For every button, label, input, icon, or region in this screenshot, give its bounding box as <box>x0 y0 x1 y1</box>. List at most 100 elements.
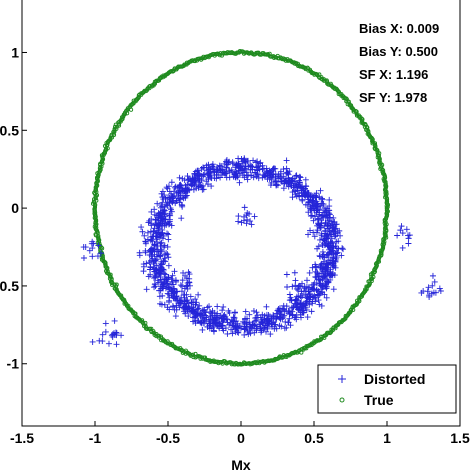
true-point <box>298 64 303 69</box>
distorted-point <box>235 324 242 331</box>
distorted-point <box>155 267 162 274</box>
distorted-point <box>332 250 339 257</box>
true-point <box>384 207 390 212</box>
distorted-point <box>90 240 97 247</box>
distorted-point <box>321 209 328 216</box>
distorted-point <box>165 262 172 269</box>
distorted-point <box>174 194 181 201</box>
distorted-point <box>209 161 216 168</box>
distorted-point <box>285 171 292 178</box>
distorted-point <box>150 233 157 240</box>
distorted-point <box>145 273 152 280</box>
distorted-point <box>211 309 218 316</box>
distorted-point <box>250 321 257 328</box>
distorted-point <box>273 181 280 188</box>
distorted-point <box>302 193 309 200</box>
distorted-point <box>147 263 154 270</box>
distorted-point <box>148 208 155 215</box>
distorted-point <box>159 292 166 299</box>
distorted-point <box>208 183 215 190</box>
distorted-point <box>304 314 311 321</box>
true-point <box>122 301 127 306</box>
distorted-point <box>155 215 162 222</box>
distorted-point <box>181 303 188 310</box>
distorted-point <box>331 233 338 240</box>
distorted-point <box>146 259 153 266</box>
distorted-point <box>184 279 191 286</box>
distorted-point <box>139 228 146 235</box>
distorted-point <box>229 318 236 325</box>
distorted-point <box>276 309 283 316</box>
distorted-point <box>316 301 323 308</box>
stat-annotation: SF X: 1.196 <box>359 67 428 82</box>
distorted-point <box>335 238 342 245</box>
distorted-point <box>97 250 104 257</box>
distorted-point <box>289 194 296 201</box>
true-point <box>140 318 145 323</box>
distorted-point <box>138 224 145 231</box>
true-point <box>110 282 115 287</box>
distorted-point <box>297 174 304 181</box>
distorted-point <box>235 155 242 162</box>
distorted-point <box>227 320 234 327</box>
distorted-point <box>288 180 295 187</box>
distorted-point <box>155 279 162 286</box>
distorted-point <box>161 192 168 199</box>
true-point <box>152 79 157 84</box>
distorted-point <box>267 331 274 338</box>
distorted-point <box>280 166 287 173</box>
distorted-point <box>289 283 296 290</box>
distorted-point <box>216 162 223 169</box>
distorted-point <box>171 268 178 275</box>
distorted-point <box>185 313 192 320</box>
true-point <box>341 96 346 101</box>
distorted-point <box>168 179 175 186</box>
distorted-point <box>235 218 242 225</box>
distorted-point <box>260 165 267 172</box>
distorted-point <box>249 166 256 173</box>
distorted-point <box>326 211 333 218</box>
distorted-point <box>240 162 247 169</box>
distorted-point <box>264 176 271 183</box>
distorted-point <box>430 289 437 296</box>
distorted-point <box>328 271 335 278</box>
legend: Distorted True <box>317 364 457 414</box>
distorted-point <box>195 305 202 312</box>
true-point <box>334 87 340 92</box>
distorted-point <box>248 172 255 179</box>
distorted-point <box>182 193 189 200</box>
distorted-point <box>99 331 106 338</box>
distorted-point <box>233 318 240 325</box>
distorted-point <box>316 281 323 288</box>
distorted-point <box>196 175 203 182</box>
distorted-point <box>144 229 151 236</box>
distorted-point <box>335 245 342 252</box>
distorted-point <box>327 268 334 275</box>
distorted-point <box>167 212 174 219</box>
distorted-point <box>320 258 327 265</box>
distorted-point <box>204 323 211 330</box>
distorted-point <box>328 240 335 247</box>
distorted-point <box>89 245 96 252</box>
distorted-point <box>165 236 172 243</box>
distorted-point <box>275 172 282 179</box>
distorted-point <box>149 247 156 254</box>
distorted-point <box>166 306 173 313</box>
distorted-point <box>318 195 325 202</box>
distorted-point <box>223 164 230 171</box>
distorted-point <box>238 219 245 226</box>
distorted-point <box>244 209 251 216</box>
true-point <box>136 93 141 98</box>
distorted-point <box>339 245 346 252</box>
distorted-point <box>199 307 206 314</box>
distorted-point <box>206 320 213 327</box>
distorted-point <box>291 300 298 307</box>
distorted-point <box>299 280 306 287</box>
distorted-point <box>248 221 255 228</box>
distorted-point <box>178 187 185 194</box>
distorted-point <box>224 316 231 323</box>
distorted-point <box>261 324 268 331</box>
true-point <box>220 51 225 56</box>
true-point <box>362 289 367 294</box>
distorted-point <box>150 227 157 234</box>
